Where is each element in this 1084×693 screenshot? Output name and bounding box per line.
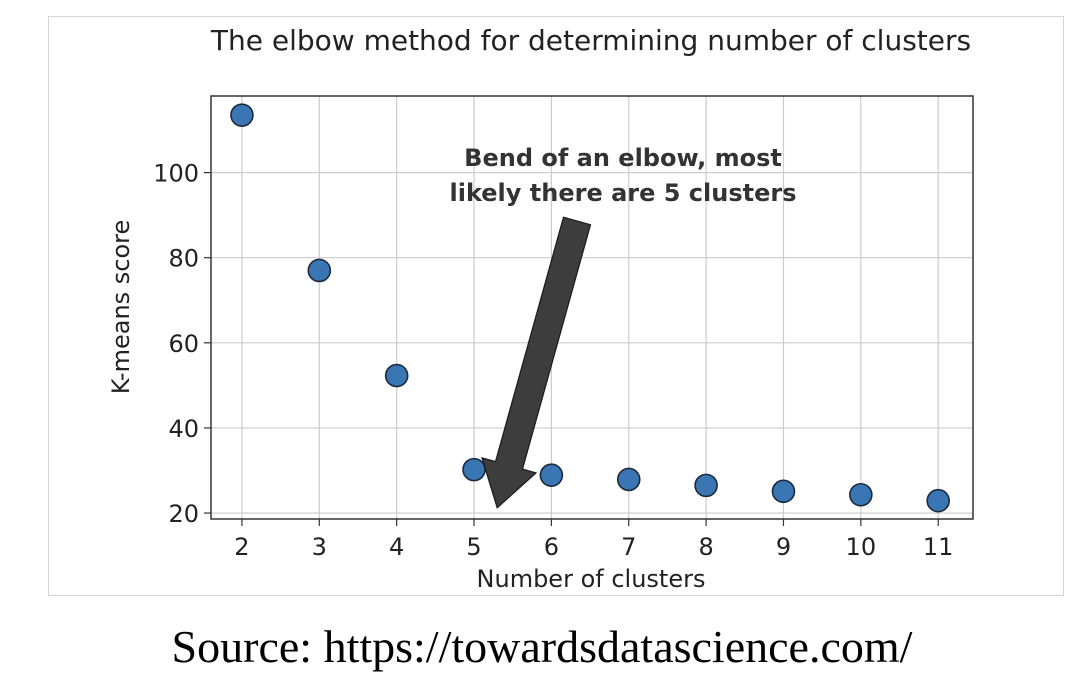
x-tick-label: 8 [698,533,713,561]
x-tick-label: 9 [776,533,791,561]
x-tick-label: 2 [234,533,249,561]
y-tick-label: 100 [153,160,199,188]
x-tick-label: 11 [923,533,954,561]
plot-area [210,95,974,520]
x-tick-label: 3 [312,533,327,561]
x-tick-label: 6 [544,533,559,561]
annotation-arrow [481,216,592,509]
x-axis-label: Number of clusters [477,565,706,593]
data-point [771,479,796,504]
source-caption: Source: https://towardsdatascience.com/ [171,621,913,672]
x-tick-label: 7 [621,533,636,561]
data-point [539,463,564,487]
axis-ticks: 2 3 4 5 6 7 8 9 10 11 20 40 60 80 100 [153,160,953,561]
figure-frame: The elbow method for determining number … [48,16,1064,596]
data-point [462,457,486,482]
data-point [849,482,873,507]
data-point [616,467,641,492]
x-tick-label: 4 [389,533,404,561]
data-points [230,103,950,513]
elbow-chart: The elbow method for determining number … [107,24,974,593]
data-point [307,258,332,283]
data-point [926,488,950,513]
x-tick-label: 5 [466,533,481,561]
y-tick-label: 40 [168,415,199,443]
chart-title: The elbow method for determining number … [210,24,971,57]
y-tick-label: 80 [168,245,199,273]
data-point [694,473,718,498]
data-point [384,363,409,388]
x-tick-label: 10 [846,533,877,561]
annotation-line-2: likely there are 5 clusters [450,179,797,207]
y-tick-label: 60 [168,330,199,358]
data-point [230,103,254,127]
y-tick-label: 20 [168,500,199,528]
annotation-line-1: Bend of an elbow, most [464,144,782,172]
y-axis-label: K-means score [107,220,135,395]
